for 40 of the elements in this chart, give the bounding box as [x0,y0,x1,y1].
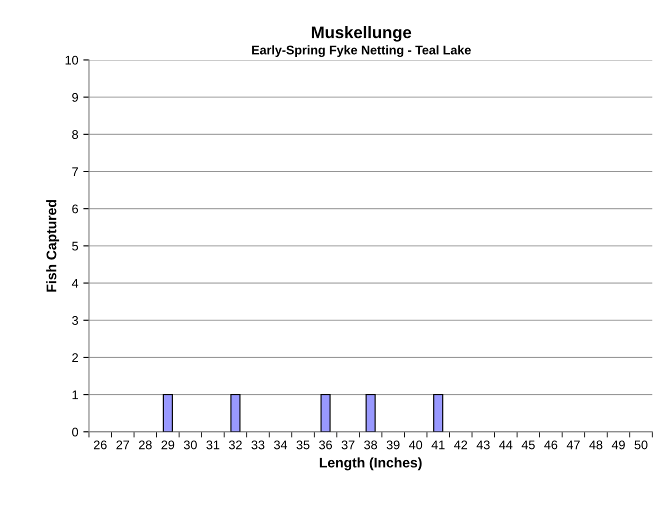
x-tick-label: 34 [274,440,288,450]
x-axis-title: Length (Inches) [320,457,422,470]
x-tick-label: 40 [409,440,422,450]
x-tick-label: 49 [612,440,625,450]
x-tick-label: 32 [228,440,242,450]
y-tick-label: 7 [72,167,78,176]
x-tick-label: 48 [589,440,602,450]
y-axis-title: Fish Captured [46,200,60,292]
x-tick-label: 29 [162,440,174,450]
y-tick-label: 0 [72,428,78,436]
x-tick-label: 43 [476,440,490,450]
chart-title: Muskellunge [312,26,412,42]
y-tick-label: 2 [72,353,78,362]
x-tick-label: 47 [566,440,580,450]
x-tick-label: 41 [432,440,445,450]
y-tick-label: 5 [72,242,78,251]
x-tick-label: 42 [454,440,468,450]
y-tick-label: 6 [72,204,78,214]
x-tick-label: 45 [522,440,535,450]
y-tick-label: 8 [72,130,78,139]
x-tick-label: 50 [634,440,648,450]
x-tick-label: 27 [116,440,130,450]
x-tick-label: 28 [138,440,152,450]
x-tick-label: 37 [342,440,354,450]
x-tick-label: 33 [251,440,264,450]
x-tick-label: 46 [544,440,558,450]
x-tick-label: 44 [499,440,512,450]
x-tick-label: 30 [184,440,197,450]
x-tick-label: 36 [319,440,332,450]
y-tick-label: 4 [72,278,78,288]
y-tick-label: 3 [72,316,78,325]
chart-subtitle: Early-Spring Fyke Netting - Teal Lake [252,45,471,58]
y-tick-label: 1 [72,390,78,400]
x-tick-label: 26 [94,440,107,450]
x-tick-label: 31 [206,440,220,450]
y-tick-label: 10 [66,56,78,65]
y-tick-label: 9 [72,92,78,102]
x-tick-label: 35 [296,440,310,450]
x-tick-label: 38 [364,440,378,450]
x-tick-label: 39 [386,440,400,450]
